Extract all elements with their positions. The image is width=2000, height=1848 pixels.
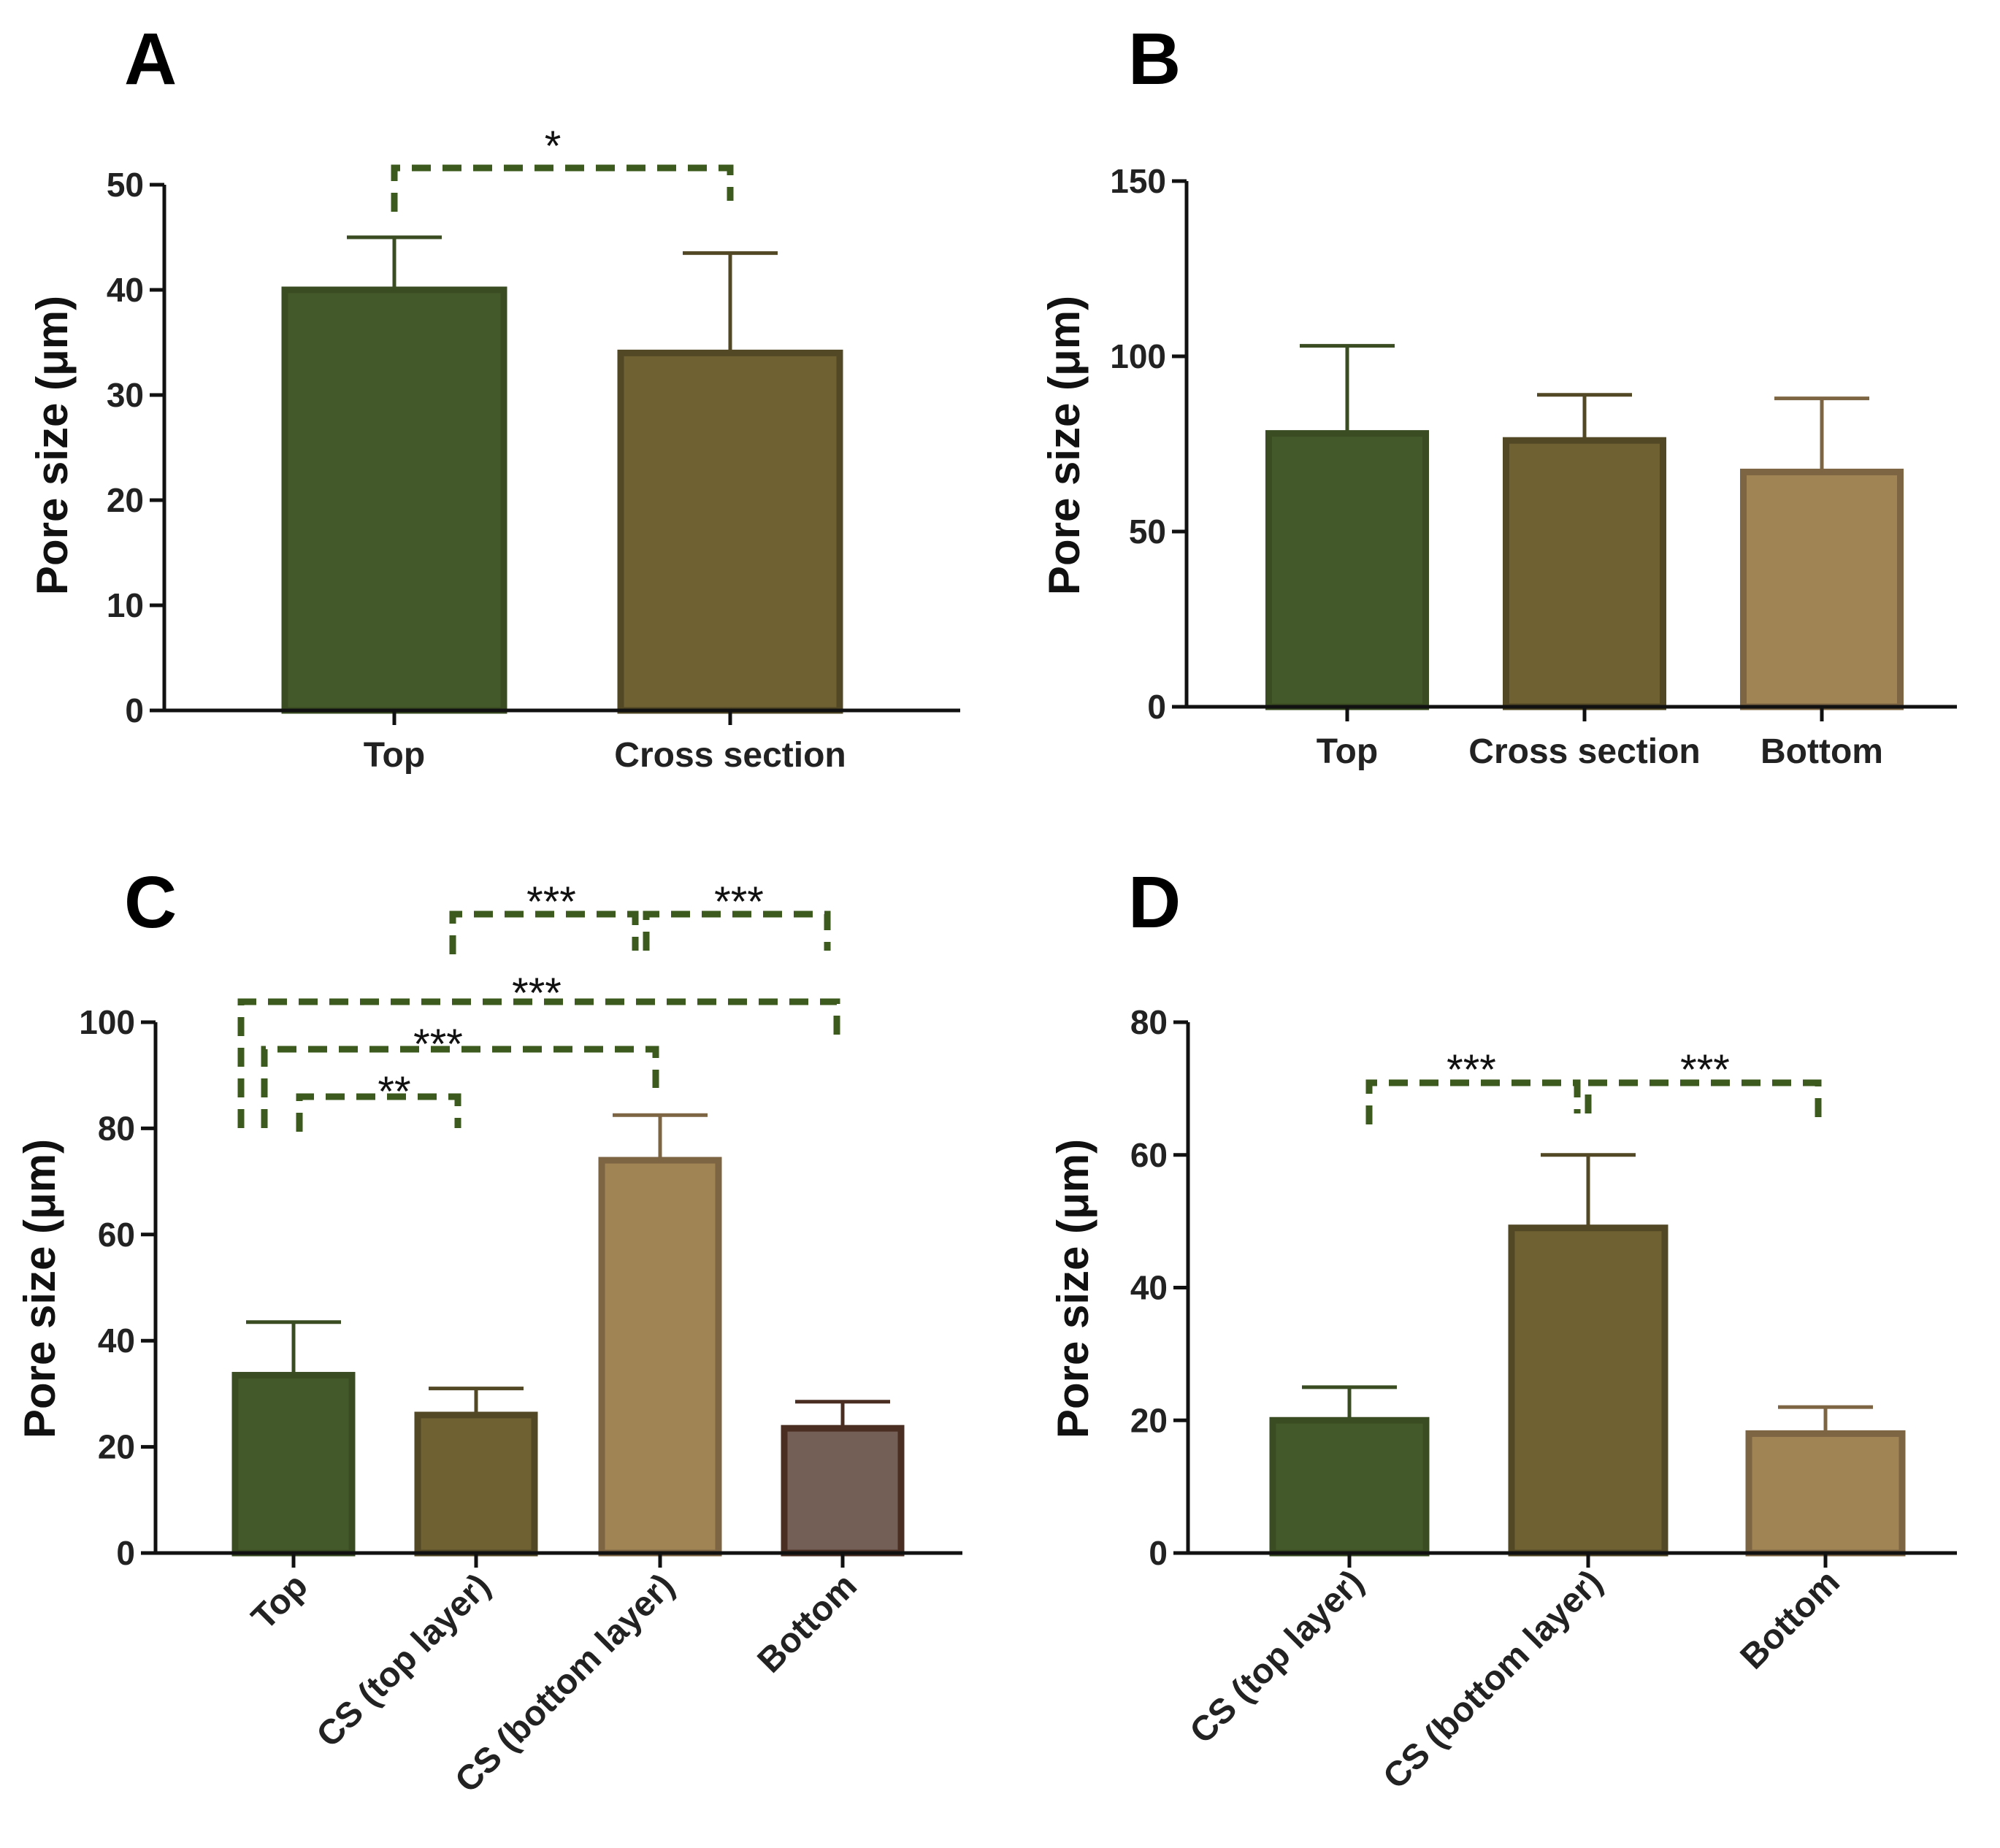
y-tick-label: 80 (1130, 1003, 1168, 1041)
y-tick-label: 80 (98, 1109, 135, 1147)
bar (1269, 1416, 1430, 1557)
bar (1508, 1224, 1668, 1557)
significance-label: *** (1447, 1046, 1496, 1094)
significance-label: ** (378, 1068, 410, 1116)
bar (598, 1157, 722, 1557)
y-tick-label: 20 (107, 481, 144, 519)
significance-label: * (545, 123, 562, 170)
x-tick-label: Cross section (1468, 732, 1700, 771)
panel-b: B Pore size (μm) 0 50 100 150 Top Cross section… (1040, 18, 1957, 771)
y-tick-label: 100 (1110, 337, 1166, 375)
panel-letter: D (1128, 862, 1181, 943)
significance-label: *** (413, 1021, 463, 1068)
y-tick-label: 40 (1130, 1269, 1168, 1307)
x-tick-label: Top (1317, 732, 1378, 771)
x-tick-label: CS (bottom layer) (1376, 1563, 1609, 1796)
bar (617, 349, 843, 714)
x-tick-label: Bottom (751, 1566, 865, 1680)
y-tick-label: 0 (1149, 1534, 1168, 1572)
y-tick-label: 100 (79, 1003, 135, 1041)
bar (1503, 437, 1666, 710)
panel-letter: C (124, 862, 177, 943)
bar (1740, 468, 1904, 710)
x-tick-label: Bottom (1733, 1563, 1847, 1676)
significance-bracket (643, 910, 831, 951)
y-axis-label: Pore size (μm) (1040, 296, 1089, 595)
x-tick-label: Cross section (614, 736, 846, 775)
y-tick-label: 10 (107, 586, 144, 624)
significance-bracket (1585, 1079, 1822, 1128)
significance-bracket (296, 1093, 461, 1132)
bar (1745, 1430, 1906, 1557)
y-tick-label: 60 (98, 1216, 135, 1254)
x-tick-label: Top (245, 1566, 315, 1637)
panel-a: A Pore size (μm) 0 10 20 30 40 50 Top Cross secti… (28, 18, 960, 775)
bar (281, 286, 507, 714)
significance-bracket (237, 998, 840, 1128)
significance-label: *** (1680, 1046, 1730, 1094)
y-tick-label: 30 (107, 376, 144, 414)
x-tick-label: CS (top layer) (1183, 1563, 1371, 1751)
significance-bracket (261, 1046, 659, 1128)
y-tick-label: 50 (1129, 513, 1166, 551)
y-tick-label: 150 (1110, 162, 1166, 200)
y-tick-label: 20 (1130, 1401, 1168, 1439)
bar (231, 1371, 356, 1557)
y-tick-label: 0 (116, 1534, 135, 1572)
significance-label: *** (512, 970, 562, 1017)
y-axis-label: Pore size (μm) (15, 1139, 64, 1438)
significance-bracket (449, 910, 639, 954)
bar (414, 1411, 538, 1557)
y-tick-label: 40 (107, 271, 144, 309)
significance-bracket (391, 164, 734, 212)
y-tick-label: 0 (1147, 688, 1166, 726)
y-tick-label: 0 (125, 691, 144, 729)
y-tick-label: 60 (1130, 1136, 1168, 1174)
y-tick-label: 40 (98, 1322, 135, 1360)
panel-letter: B (1128, 18, 1181, 100)
x-tick-label: CS (top layer) (310, 1566, 498, 1755)
y-tick-label: 20 (98, 1428, 135, 1466)
panel-letter: A (124, 18, 177, 100)
significance-label: *** (714, 878, 764, 926)
bar (1265, 430, 1429, 710)
y-axis-label: Pore size (μm) (1049, 1139, 1097, 1438)
x-tick-label: Bottom (1760, 732, 1883, 771)
bar (781, 1425, 905, 1557)
significance-label: *** (526, 878, 576, 926)
y-tick-label: 50 (107, 166, 144, 204)
x-tick-label: Top (364, 736, 425, 775)
panel-d: D Pore size (μm) 0 20 40 60 80 CS (top layer) CS… (1049, 862, 1957, 1797)
y-axis-label: Pore size (μm) (28, 296, 77, 595)
